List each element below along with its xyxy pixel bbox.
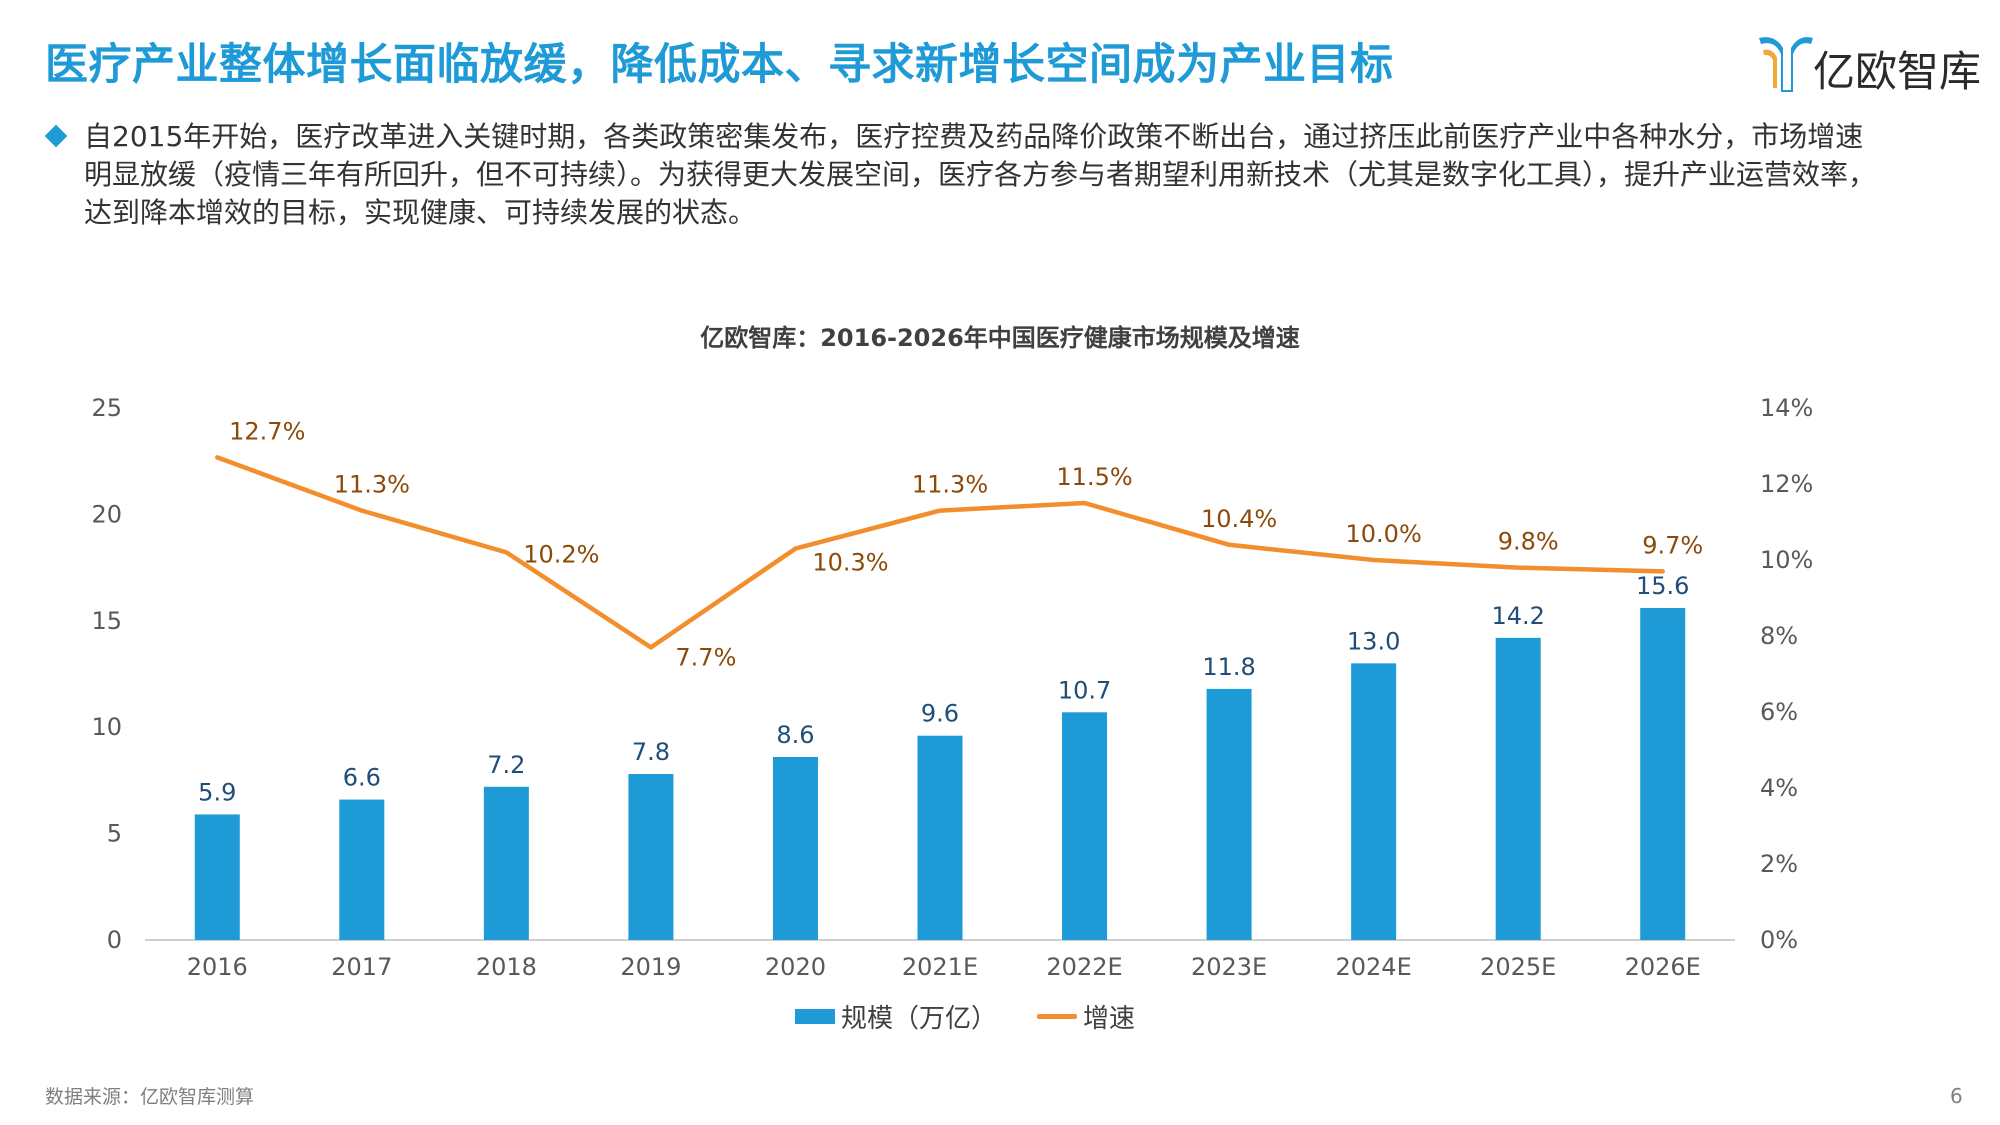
x-tick-label: 2026E bbox=[1625, 953, 1701, 981]
line-data-label: 10.0% bbox=[1346, 520, 1422, 548]
bar bbox=[1206, 688, 1252, 940]
bar bbox=[194, 814, 240, 940]
y-right-tick-label: 10% bbox=[1760, 546, 1813, 574]
intro-line: 自2015年开始，医疗改革进入关键时期，各类政策密集发布，医疗控费及药品降价政策… bbox=[84, 120, 1864, 153]
line-data-label: 9.8% bbox=[1498, 528, 1559, 556]
y-left-tick-label: 20 bbox=[91, 500, 122, 528]
bar bbox=[1062, 712, 1108, 940]
y-right-tick-label: 14% bbox=[1760, 394, 1813, 422]
bar-data-label: 8.6 bbox=[776, 721, 814, 749]
yiou-logo-icon bbox=[1759, 37, 1813, 92]
line-data-label: 11.3% bbox=[334, 471, 410, 499]
y-right-tick-label: 6% bbox=[1760, 698, 1798, 726]
bar-data-label: 7.8 bbox=[632, 738, 670, 766]
legend-line-swatch bbox=[1037, 1014, 1078, 1019]
bar bbox=[772, 756, 818, 940]
y-left-tick-label: 15 bbox=[91, 607, 122, 635]
y-right-tick-label: 2% bbox=[1760, 850, 1798, 878]
x-tick-label: 2021E bbox=[902, 953, 978, 981]
x-tick-label: 2019 bbox=[620, 953, 681, 981]
line-data-label: 9.7% bbox=[1642, 531, 1703, 559]
x-tick-label: 2024E bbox=[1336, 953, 1412, 981]
line-data-label: 10.2% bbox=[523, 540, 599, 568]
x-tick-label: 2020 bbox=[765, 953, 826, 981]
bar bbox=[628, 774, 674, 940]
bar bbox=[917, 735, 963, 940]
x-tick-label: 2018 bbox=[476, 953, 537, 981]
bar-data-label: 11.8 bbox=[1202, 653, 1255, 681]
growth-line bbox=[215, 455, 1665, 650]
bar-data-label: 6.6 bbox=[343, 764, 381, 792]
y-left-tick-label: 5 bbox=[107, 820, 122, 848]
legend-line-label: 增速 bbox=[1083, 1004, 1136, 1034]
intro-line: 明显放缓（疫情三年有所回升，但不可持续）。为获得更大发展空间，医疗各方参与者期望… bbox=[84, 158, 1877, 191]
x-tick-label: 2025E bbox=[1480, 953, 1556, 981]
line-data-label: 10.3% bbox=[812, 549, 888, 577]
bar bbox=[483, 786, 529, 940]
bar bbox=[1640, 608, 1686, 940]
line-data-label: 7.7% bbox=[675, 643, 736, 671]
bar bbox=[1495, 637, 1541, 940]
bar-data-label: 13.0 bbox=[1347, 627, 1400, 655]
data-source: 数据来源：亿欧智库测算 bbox=[45, 1086, 255, 1108]
line-data-label: 12.7% bbox=[229, 417, 305, 445]
line-data-label: 11.3% bbox=[912, 471, 988, 499]
brand-logo-text: 亿欧智库 bbox=[1813, 47, 1982, 96]
x-tick-label: 2016 bbox=[187, 953, 248, 981]
x-tick-label: 2017 bbox=[331, 953, 392, 981]
page-number: 6 bbox=[1950, 1084, 1963, 1108]
y-left-tick-label: 10 bbox=[91, 713, 122, 741]
bar-data-label: 14.2 bbox=[1491, 602, 1544, 630]
y-right-tick-label: 0% bbox=[1760, 926, 1798, 954]
bar bbox=[339, 799, 385, 940]
bar bbox=[1351, 663, 1397, 940]
y-right-tick-label: 12% bbox=[1760, 470, 1813, 498]
bar-data-label: 5.9 bbox=[198, 778, 236, 806]
y-right-tick-label: 8% bbox=[1760, 622, 1798, 650]
x-tick-label: 2023E bbox=[1191, 953, 1267, 981]
bar-data-label: 7.2 bbox=[487, 751, 525, 779]
chart-title: 亿欧智库：2016-2026年中国医疗健康市场规模及增速 bbox=[700, 324, 1300, 352]
chart-legend: 规模（万亿） 增速 bbox=[795, 998, 1135, 1035]
legend-bar-label: 规模（万亿） bbox=[841, 1004, 998, 1034]
line-data-label: 10.4% bbox=[1201, 505, 1277, 533]
bar-data-label: 9.6 bbox=[921, 700, 959, 728]
y-right-tick-label: 4% bbox=[1760, 774, 1798, 802]
line-data-label: 11.5% bbox=[1056, 463, 1132, 491]
bar-data-label: 15.6 bbox=[1636, 572, 1689, 600]
y-left-tick-label: 25 bbox=[91, 394, 122, 422]
intro-paragraph: 自2015年开始，医疗改革进入关键时期，各类政策密集发布，医疗控费及药品降价政策… bbox=[84, 118, 1984, 232]
bar-data-label: 10.7 bbox=[1058, 676, 1111, 704]
intro-line: 达到降本增效的目标，实现健康、可持续发展的状态。 bbox=[84, 196, 757, 229]
legend-bar-swatch bbox=[795, 1009, 835, 1024]
brand-logo: 亿欧智库 bbox=[1755, 30, 1981, 96]
y-left-tick-label: 0 bbox=[107, 926, 122, 954]
x-tick-label: 2022E bbox=[1046, 953, 1122, 981]
page-title: 医疗产业整体增长面临放缓，降低成本、寻求新增长空间成为产业目标 bbox=[45, 40, 1394, 90]
